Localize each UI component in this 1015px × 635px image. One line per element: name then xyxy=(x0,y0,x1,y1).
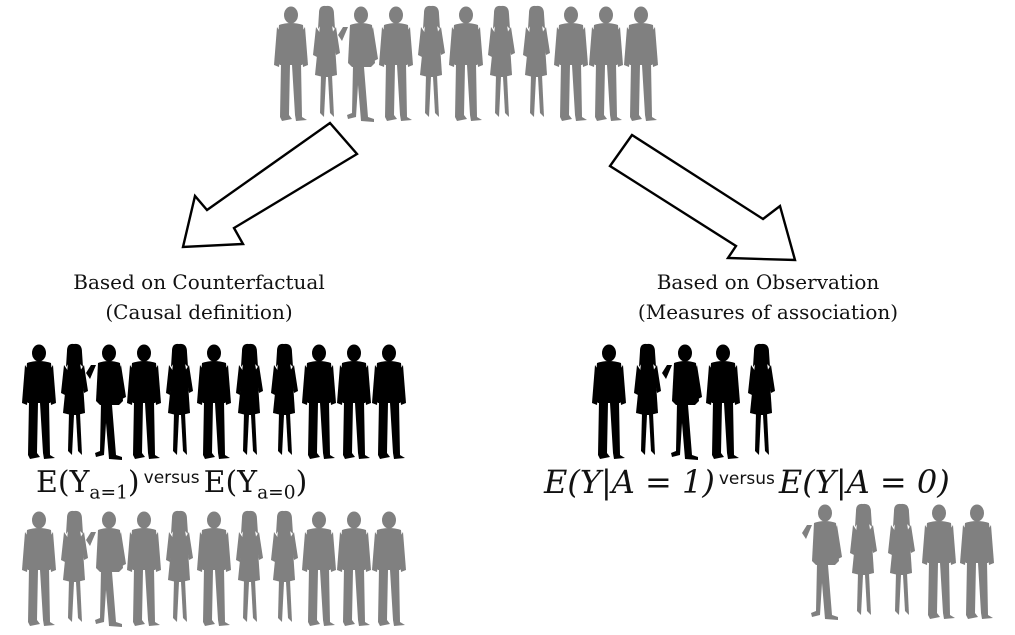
person-silhouette-icon xyxy=(523,5,550,117)
person-silhouette-icon xyxy=(236,343,263,455)
person-silhouette-icon xyxy=(634,343,661,455)
left-hollow-arrow-icon xyxy=(181,121,359,249)
person-silhouette-icon xyxy=(337,511,371,626)
observation-caption-line2: (Measures of association) xyxy=(637,300,899,324)
observation-caption: Based on Observation (Measures of associ… xyxy=(588,267,948,327)
person-silhouette-icon xyxy=(271,343,298,455)
person-silhouette-icon xyxy=(337,344,371,459)
person-silhouette-icon xyxy=(271,510,298,622)
person-silhouette-icon xyxy=(166,510,193,622)
counterfactual-treated-group xyxy=(22,343,406,460)
person-silhouette-icon xyxy=(589,6,623,121)
person-silhouette-icon xyxy=(236,510,263,622)
person-silhouette-icon xyxy=(960,504,994,619)
counterfactual-caption: Based on Counterfactual (Causal definiti… xyxy=(19,267,379,327)
person-silhouette-icon xyxy=(372,511,406,626)
counterfactual-caption-line2: (Causal definition) xyxy=(105,300,293,324)
person-silhouette-icon xyxy=(166,343,193,455)
person-silhouette-icon xyxy=(22,511,56,626)
person-silhouette-icon xyxy=(338,6,378,122)
person-silhouette-icon xyxy=(802,504,842,620)
expected-outcome-untreated: E(Ya=0) xyxy=(203,465,308,504)
counterfactual-untreated-group xyxy=(22,510,406,627)
person-silhouette-icon xyxy=(592,344,626,459)
right-hollow-arrow-icon xyxy=(608,133,797,262)
person-silhouette-icon xyxy=(61,343,88,455)
person-silhouette-icon xyxy=(302,511,336,626)
person-silhouette-icon xyxy=(86,511,126,627)
person-silhouette-icon xyxy=(624,6,658,121)
observation-caption-line1: Based on Observation xyxy=(656,270,880,294)
counterfactual-expression: E(Ya=1) versus E(Ya=0) xyxy=(36,465,307,504)
versus-label-right: versus xyxy=(718,468,775,489)
observed-treated-group xyxy=(592,343,775,460)
person-silhouette-icon xyxy=(418,5,445,117)
person-silhouette-icon xyxy=(488,5,515,117)
person-silhouette-icon xyxy=(22,344,56,459)
person-silhouette-icon xyxy=(274,6,308,121)
person-silhouette-icon xyxy=(554,6,588,121)
versus-label-left: versus xyxy=(143,467,200,488)
person-silhouette-icon xyxy=(61,510,88,622)
person-silhouette-icon xyxy=(197,344,231,459)
person-silhouette-icon xyxy=(127,511,161,626)
person-silhouette-icon xyxy=(850,503,877,615)
observation-expression: E(Y|A = 1) versus E(Y|A = 0) xyxy=(544,463,950,501)
person-silhouette-icon xyxy=(127,344,161,459)
person-silhouette-icon xyxy=(922,504,956,619)
expected-outcome-treated: E(Ya=1) xyxy=(36,465,140,504)
person-silhouette-icon xyxy=(379,6,413,121)
person-silhouette-icon xyxy=(302,344,336,459)
counterfactual-caption-line1: Based on Counterfactual xyxy=(73,270,325,294)
person-silhouette-icon xyxy=(662,344,702,460)
person-silhouette-icon xyxy=(748,343,775,455)
person-silhouette-icon xyxy=(86,344,126,460)
observed-untreated-group xyxy=(802,503,994,620)
person-silhouette-icon xyxy=(706,344,740,459)
conditional-expectation-untreated: E(Y|A = 0) xyxy=(778,463,950,501)
person-silhouette-icon xyxy=(372,344,406,459)
person-silhouette-icon xyxy=(197,511,231,626)
person-silhouette-icon xyxy=(888,503,915,615)
person-silhouette-icon xyxy=(449,6,483,121)
person-silhouette-icon xyxy=(313,5,340,117)
top-population-group xyxy=(274,5,658,122)
conditional-expectation-treated: E(Y|A = 1) xyxy=(544,463,715,501)
